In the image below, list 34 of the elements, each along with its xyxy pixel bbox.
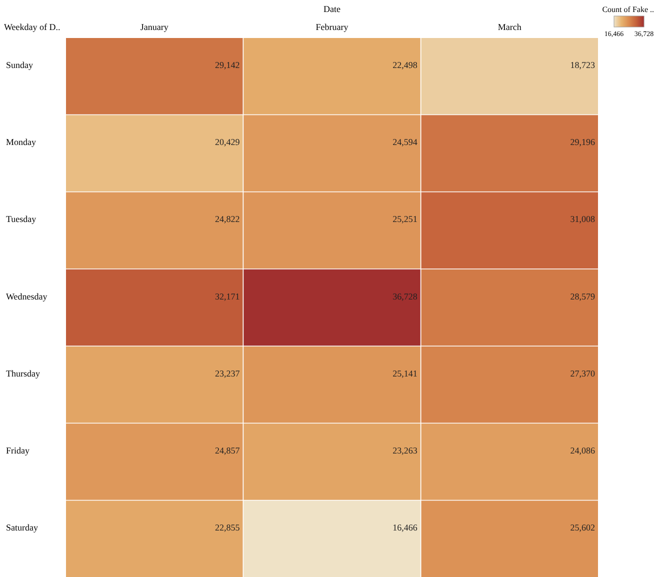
data-label: 27,370	[570, 368, 596, 378]
data-label: 28,579	[570, 291, 596, 302]
y-tick-label: Saturday	[6, 522, 38, 533]
y-tick-label: Wednesday	[6, 291, 48, 302]
y-tick-label: Friday	[6, 446, 30, 456]
data-label: 31,008	[570, 214, 596, 224]
data-label: 25,141	[392, 368, 418, 378]
y-tick-label: Monday	[6, 137, 36, 148]
data-label: 23,263	[392, 446, 418, 456]
x-axis-title: Date	[324, 4, 340, 14]
data-label: 32,171	[214, 291, 240, 302]
data-label: 36,728	[392, 291, 418, 302]
data-label: 29,196	[570, 137, 596, 148]
data-label: 24,857	[214, 446, 240, 456]
color-bar-title: Count of Fake ..	[602, 5, 654, 14]
data-label: 24,822	[214, 214, 240, 224]
x-tick-label: February	[316, 22, 349, 32]
data-label: 24,086	[570, 446, 596, 456]
data-label: 22,855	[214, 522, 240, 533]
data-label: 24,594	[392, 137, 418, 148]
x-tick-label: January	[140, 22, 169, 32]
data-label: 18,723	[570, 60, 596, 70]
data-label: 25,602	[570, 522, 595, 533]
data-label: 25,251	[392, 214, 418, 224]
y-tick-label: Thursday	[6, 368, 40, 378]
data-label: 29,142	[214, 60, 240, 70]
data-label: 20,429	[214, 137, 240, 148]
data-label: 16,466	[392, 522, 418, 533]
y-axis-title: Weekday of D..	[4, 22, 60, 32]
x-tick-label: March	[498, 22, 522, 32]
y-tick-label: Tuesday	[6, 214, 37, 224]
data-label: 22,498	[392, 60, 418, 70]
data-label: 23,237	[214, 368, 240, 378]
y-tick-label: Sunday	[6, 60, 34, 70]
